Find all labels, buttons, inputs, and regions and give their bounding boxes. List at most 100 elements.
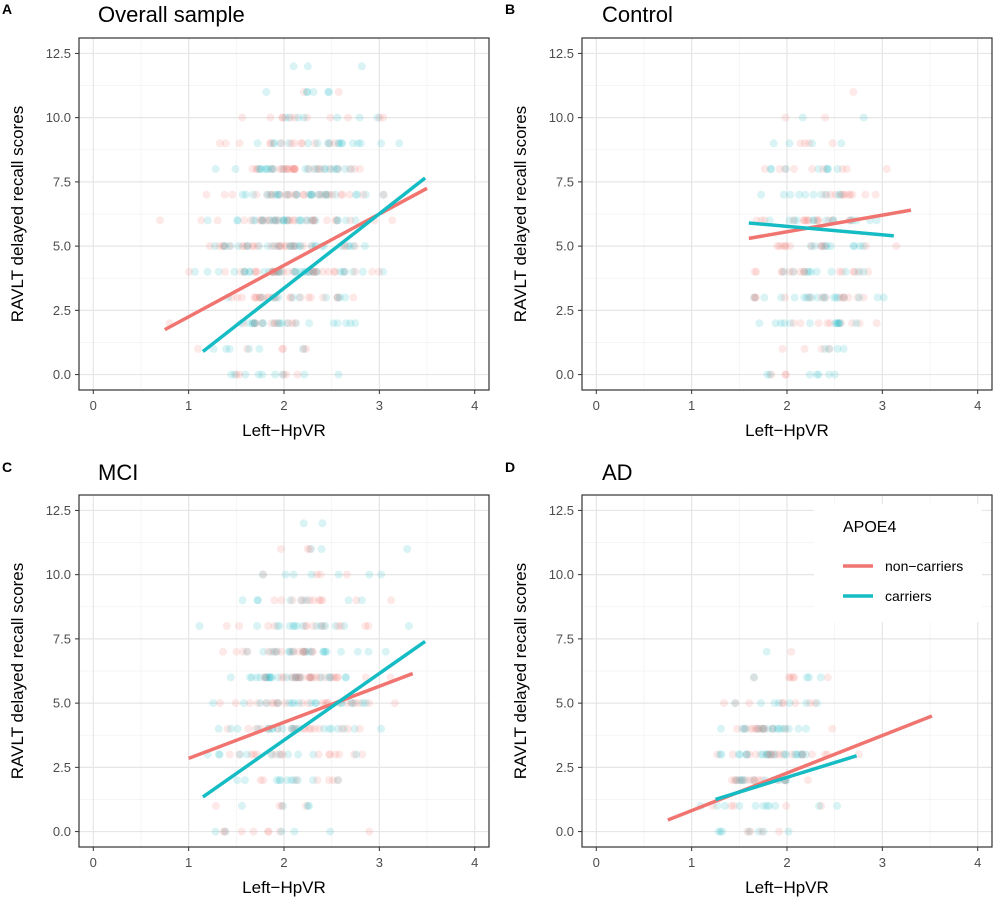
data-point: [809, 216, 818, 225]
data-point: [321, 673, 330, 682]
data-point: [760, 216, 769, 225]
data-point: [238, 113, 247, 122]
data-point: [301, 622, 310, 630]
data-point: [794, 724, 803, 733]
data-point: [211, 165, 220, 173]
data-point: [810, 242, 819, 251]
data-point: [819, 293, 828, 302]
data-point: [318, 190, 327, 199]
data-point: [320, 165, 329, 173]
data-point: [786, 319, 795, 328]
data-point: [230, 370, 239, 379]
data-point: [336, 267, 345, 276]
data-point: [277, 545, 285, 553]
data-point: [333, 293, 342, 302]
data-point: [732, 776, 741, 785]
data-point: [833, 319, 842, 328]
data-point: [796, 139, 805, 148]
data-point: [236, 750, 245, 759]
data-point: [781, 165, 790, 173]
data-point: [263, 165, 272, 173]
data-point: [742, 750, 751, 759]
data-point: [250, 319, 259, 328]
data-point: [335, 293, 344, 302]
data-point: [225, 344, 234, 353]
data-point: [264, 647, 273, 656]
data-point: [316, 570, 325, 579]
data-point: [837, 319, 845, 328]
data-point: [278, 370, 287, 379]
data-point: [269, 139, 278, 148]
data-point: [289, 267, 298, 276]
data-point: [275, 319, 284, 328]
data-point: [222, 344, 231, 353]
data-point: [243, 750, 251, 759]
data-point: [806, 319, 814, 328]
data-point: [249, 827, 258, 836]
data-point: [286, 293, 294, 302]
y-axis-title: RAVLT delayed recall scores: [511, 563, 530, 779]
data-point: [256, 699, 265, 708]
data-point: [777, 293, 786, 302]
data-point: [808, 750, 816, 759]
y-axis-title: RAVLT delayed recall scores: [8, 106, 27, 322]
data-point: [757, 699, 765, 708]
data-point: [801, 190, 810, 199]
data-point: [271, 216, 280, 225]
data-point: [798, 750, 807, 759]
data-point: [321, 190, 330, 199]
data-point: [820, 242, 829, 251]
data-point: [263, 242, 272, 251]
data-point: [842, 165, 851, 173]
data-point: [275, 776, 284, 785]
data-point: [288, 216, 297, 225]
data-point: [218, 242, 227, 251]
data-point: [326, 827, 335, 836]
data-point: [237, 801, 246, 810]
data-point: [826, 190, 835, 199]
data-point: [347, 699, 356, 708]
data-point: [235, 139, 244, 148]
data-point: [821, 113, 830, 122]
x-tick-label: 1: [185, 855, 192, 870]
data-point: [785, 216, 794, 225]
data-point: [268, 190, 277, 199]
data-point: [358, 750, 367, 759]
data-point: [282, 242, 291, 251]
data-point: [279, 673, 288, 682]
data-point: [817, 344, 826, 353]
data-point: [879, 293, 888, 302]
data-point: [297, 596, 306, 605]
data-point: [258, 319, 267, 328]
data-point: [309, 216, 318, 225]
data-point: [279, 344, 288, 353]
data-point: [272, 242, 281, 251]
panel-title: Control: [602, 2, 673, 27]
data-point: [825, 370, 833, 379]
data-point: [839, 344, 848, 353]
data-point: [379, 190, 388, 199]
data-point: [293, 370, 302, 379]
data-point: [233, 724, 242, 733]
data-point: [215, 699, 224, 708]
data-point: [749, 776, 758, 785]
data-point: [319, 267, 327, 276]
data-point: [773, 724, 782, 733]
data-point: [351, 319, 360, 328]
data-point: [262, 216, 271, 225]
data-point: [746, 776, 755, 785]
data-point: [299, 190, 308, 199]
data-point: [750, 267, 759, 276]
data-point: [745, 750, 754, 759]
data-point: [344, 596, 353, 605]
data-point: [775, 165, 784, 173]
data-point: [253, 165, 262, 173]
data-point: [288, 596, 297, 605]
data-point: [294, 750, 303, 759]
data-point: [319, 622, 328, 630]
data-point: [305, 673, 314, 682]
data-point: [347, 699, 356, 708]
data-point: [275, 319, 283, 328]
data-point: [231, 165, 240, 173]
data-point: [233, 216, 242, 225]
